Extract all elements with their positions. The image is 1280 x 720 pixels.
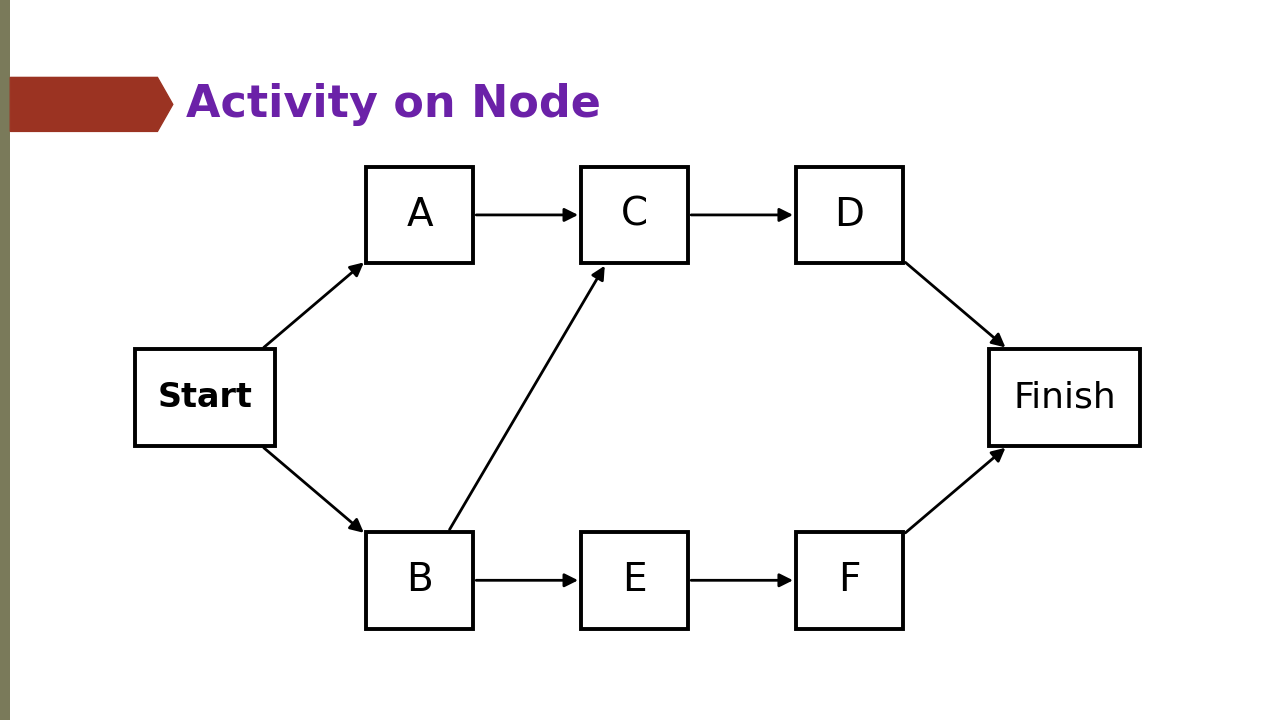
Text: E: E [622,562,646,599]
Text: D: D [835,196,864,234]
Text: Finish: Finish [1012,381,1116,415]
Text: A: A [406,196,433,234]
FancyBboxPatch shape [581,532,689,629]
Text: B: B [406,562,433,599]
FancyBboxPatch shape [366,532,474,629]
FancyBboxPatch shape [796,532,904,629]
FancyBboxPatch shape [581,166,689,264]
FancyBboxPatch shape [366,166,474,264]
Text: Activity on Node: Activity on Node [186,83,600,126]
FancyBboxPatch shape [989,349,1139,446]
Text: Start: Start [157,381,252,414]
Text: C: C [621,196,648,234]
FancyBboxPatch shape [134,349,275,446]
FancyBboxPatch shape [796,166,904,264]
Text: F: F [838,562,861,599]
